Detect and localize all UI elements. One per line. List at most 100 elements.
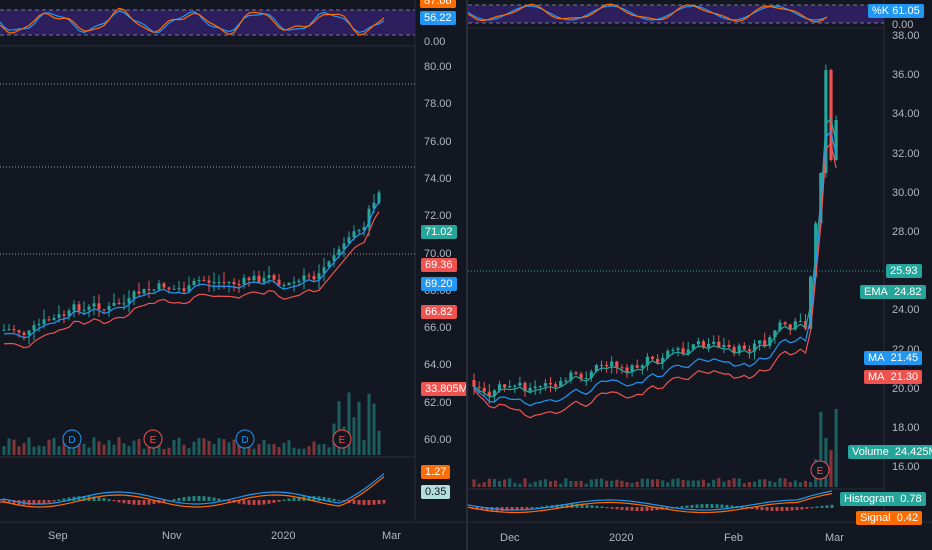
right-stoch-k-value: 61.05 (892, 5, 920, 17)
right-chart-canvas[interactable]: E (467, 0, 932, 550)
left-ma-red-line (3, 211, 380, 349)
right-volume-bar (768, 480, 772, 487)
left-volume-bar (107, 440, 111, 455)
left-price-tag-4: 66.82 (421, 305, 457, 319)
right-price-tick-0: 38.00 (892, 30, 920, 42)
left-event-marker-0 (62, 429, 82, 449)
right-candle-body (569, 372, 573, 381)
left-candle-body (227, 281, 231, 283)
left-volume-bar (102, 444, 106, 455)
right-macd-histogram-bar (530, 507, 534, 509)
left-volume-bar (337, 401, 341, 455)
left-price-tag-1: 71.02 (421, 225, 457, 239)
right-macd-histogram-bar (750, 507, 754, 510)
right-candle-body (528, 387, 532, 392)
left-macd-histogram-bar (62, 498, 66, 501)
left-price-tag-2: 69.36 (421, 258, 457, 272)
right-volume-bar (559, 483, 563, 487)
left-macd-histogram-bar (182, 497, 186, 501)
left-volume-bar (137, 439, 141, 455)
right-candle-body (579, 373, 583, 379)
right-volume-bar (543, 479, 547, 487)
right-event-marker-0 (810, 460, 830, 480)
pane-divider[interactable] (466, 0, 468, 550)
right-macd-histogram-bar (615, 507, 619, 510)
right-volume-tag: Volume 24.425M (848, 445, 932, 459)
left-macd-histogram-bar (27, 500, 31, 505)
left-candle-body (307, 275, 311, 277)
left-volume-bar (87, 447, 91, 455)
left-candle-body (57, 314, 61, 318)
right-volume-bar (809, 482, 813, 487)
right-macd-histogram-bar (815, 506, 819, 508)
left-macd-histogram-bar (127, 500, 131, 505)
right-price-tick-10: 18.00 (892, 422, 920, 434)
left-volume-bar (302, 448, 306, 455)
right-ema-label: EMA (864, 286, 888, 298)
right-stoch-d-line (467, 3, 828, 23)
left-macd-histogram-bar (122, 500, 126, 504)
left-macd-histogram-bar (172, 499, 176, 501)
right-macd-line (467, 490, 833, 511)
right-candle-body (640, 365, 644, 368)
left-volume-bar (27, 437, 31, 455)
left-candle-body (187, 285, 191, 292)
left-candle-body (197, 280, 201, 282)
left-candle-body (192, 280, 196, 286)
left-chart-pane[interactable]: D E D E 87.06 56.22 0.00 80.00 78.00 76.00 74.… (0, 0, 472, 550)
left-volume-bar (347, 392, 351, 455)
left-x-label-sep: Sep (48, 530, 68, 542)
right-volume-bar (707, 482, 711, 487)
right-stoch-k-line (467, 5, 828, 21)
left-macd-histogram-bar (337, 499, 341, 501)
right-chart-pane[interactable]: E %K 61.05 0.00 38.00 36.00 34.00 32.00 30.0… (467, 0, 932, 550)
left-macd-histogram-bar (352, 500, 356, 504)
right-macd-histogram-bar (800, 507, 804, 510)
left-price-tick-10: 60.00 (424, 434, 452, 446)
left-volume-bar (197, 438, 201, 455)
right-macd-histogram-bar (510, 507, 514, 511)
left-price-tick-3: 74.00 (424, 172, 452, 185)
right-candle-body (727, 344, 731, 348)
left-ma-blue-line (3, 201, 380, 339)
right-volume-value: 24.425M (894, 446, 932, 458)
left-macd-histogram-bar (47, 500, 51, 503)
right-volume-bar (803, 480, 808, 487)
left-candle-body (342, 243, 346, 250)
left-candle-body (22, 332, 26, 335)
right-volume-bar (487, 478, 491, 487)
left-macd-histogram-bar (42, 500, 46, 504)
left-candle-body (232, 281, 236, 285)
left-macd-histogram-bar (237, 500, 241, 504)
right-macd-histogram-bar (690, 504, 694, 508)
right-volume-bar (788, 482, 792, 487)
left-macd-histogram-bar (12, 500, 16, 504)
right-volume-bar (778, 478, 782, 487)
left-candle-body (62, 314, 66, 316)
right-volume-bar (594, 478, 598, 487)
right-volume-bar (554, 480, 558, 487)
right-volume-bar (819, 411, 823, 487)
right-volume-bar (829, 450, 833, 487)
right-candle-body (742, 345, 746, 350)
right-ma-blue-line (473, 129, 837, 407)
right-histogram-tag: Histogram 0.78 (840, 492, 926, 506)
left-volume-bar (322, 444, 326, 455)
right-volume-bar (625, 481, 629, 487)
right-macd-histogram-bar (605, 507, 609, 509)
right-macd-histogram-bar (790, 507, 794, 511)
left-volume-bar (127, 445, 131, 455)
right-signal-value: 0.42 (896, 512, 919, 524)
left-volume-bar (177, 437, 181, 455)
right-volume-bar (727, 480, 731, 487)
left-volume-bar (287, 440, 291, 455)
right-candle-body (747, 349, 751, 352)
left-volume-bar (367, 393, 371, 455)
left-candle-body (352, 231, 356, 238)
right-price-tick-2: 34.00 (892, 108, 920, 121)
right-macd-histogram-bar (635, 507, 639, 511)
right-candle-body (829, 70, 833, 160)
left-candle-body (132, 291, 136, 299)
right-macd-histogram-bar (565, 504, 569, 508)
